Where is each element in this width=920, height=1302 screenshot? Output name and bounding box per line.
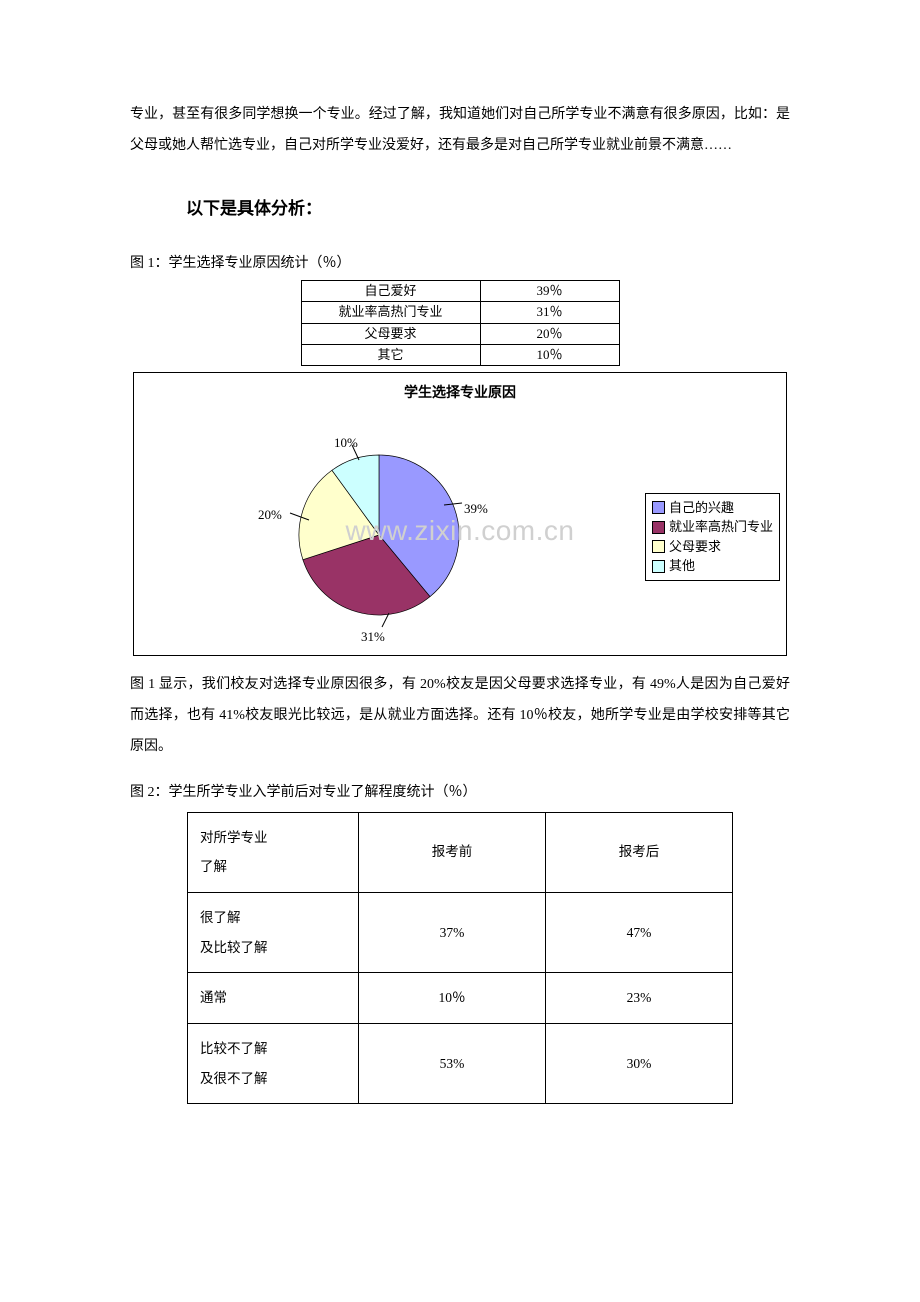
table-header: 对所学专业了解: [188, 812, 359, 892]
legend-swatch-icon: [652, 560, 665, 573]
table-cell: 20％: [480, 323, 619, 344]
table-cell: 其它: [301, 344, 480, 365]
table-cell: 自己爱好: [301, 281, 480, 302]
table-cell: 通常: [188, 973, 359, 1024]
table-row: 就业率高热门专业 31％: [301, 302, 619, 323]
fig2-table: 对所学专业了解 报考前 报考后 很了解及比较了解 37% 47% 通常 10％ …: [187, 812, 733, 1105]
table-row: 很了解及比较了解 37% 47%: [188, 892, 733, 972]
legend-swatch-icon: [652, 501, 665, 514]
legend-label: 父母要求: [669, 537, 721, 557]
table-row: 其它 10％: [301, 344, 619, 365]
table-row: 对所学专业了解 报考前 报考后: [188, 812, 733, 892]
table-cell: 31％: [480, 302, 619, 323]
table-cell: 47%: [546, 892, 733, 972]
pie-pct-label: 20%: [258, 501, 282, 530]
fig1-caption: 图 1：学生选择专业原因统计（％）: [130, 251, 790, 276]
table-header: 报考前: [359, 812, 546, 892]
intro-paragraph: 专业，甚至有很多同学想换一个专业。经过了解，我知道她们对自己所学专业不满意有很多…: [130, 100, 790, 162]
legend-label: 自己的兴趣: [669, 498, 734, 518]
fig1-pie-chart: 学生选择专业原因 www.zixin.com.cn 自己的兴趣 就业率高热门专业…: [133, 372, 787, 656]
table-cell: 父母要求: [301, 323, 480, 344]
pie-pct-label: 31%: [361, 623, 385, 652]
table-cell: 比较不了解及很不了解: [188, 1023, 359, 1103]
pie-pct-label: 10%: [334, 429, 358, 458]
section-heading: 以下是具体分析：: [186, 190, 790, 227]
fig2-caption: 图 2：学生所学专业入学前后对专业了解程度统计（％）: [130, 780, 790, 805]
table-row: 父母要求 20％: [301, 323, 619, 344]
table-cell: 10％: [480, 344, 619, 365]
legend-item: 父母要求: [652, 537, 773, 557]
fig1-data-table: 自己爱好 39％ 就业率高热门专业 31％ 父母要求 20％ 其它 10％: [301, 280, 620, 366]
chart-legend: 自己的兴趣 就业率高热门专业 父母要求 其他: [645, 493, 780, 581]
table-row: 自己爱好 39％: [301, 281, 619, 302]
pie-pct-label: 39%: [464, 495, 488, 524]
legend-swatch-icon: [652, 521, 665, 534]
table-cell: 39％: [480, 281, 619, 302]
table-cell: 就业率高热门专业: [301, 302, 480, 323]
legend-swatch-icon: [652, 540, 665, 553]
legend-item: 就业率高热门专业: [652, 517, 773, 537]
table-cell: 10％: [359, 973, 546, 1024]
legend-item: 自己的兴趣: [652, 498, 773, 518]
fig1-analysis: 图 1 显示，我们校友对选择专业原因很多，有 20%校友是因父母要求选择专业，有…: [130, 670, 790, 762]
table-row: 通常 10％ 23%: [188, 973, 733, 1024]
legend-label: 就业率高热门专业: [669, 517, 773, 537]
table-row: 比较不了解及很不了解 53% 30%: [188, 1023, 733, 1103]
table-cell: 很了解及比较了解: [188, 892, 359, 972]
table-cell: 37%: [359, 892, 546, 972]
table-header: 报考后: [546, 812, 733, 892]
table-cell: 53%: [359, 1023, 546, 1103]
legend-item: 其他: [652, 556, 773, 576]
table-cell: 23%: [546, 973, 733, 1024]
table-cell: 30%: [546, 1023, 733, 1103]
legend-label: 其他: [669, 556, 695, 576]
